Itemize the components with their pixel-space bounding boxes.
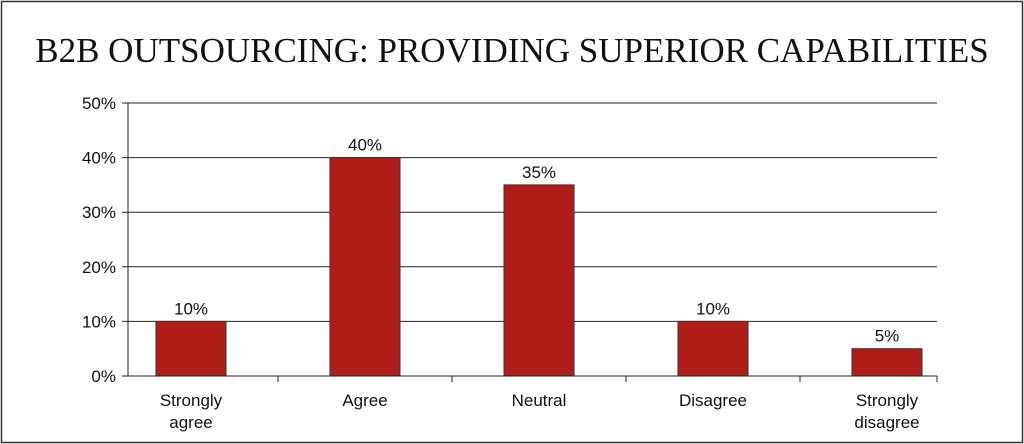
bar	[851, 348, 923, 377]
x-tick-line: agree	[169, 413, 212, 432]
chart-title: B2B OUTSOURCING: PROVIDING SUPERIOR CAPA…	[35, 31, 989, 70]
y-tick-label: 30%	[82, 203, 116, 222]
bar	[329, 157, 401, 377]
bar	[155, 320, 227, 377]
x-tick-label: Neutral	[512, 391, 567, 410]
bar	[677, 320, 749, 377]
y-tick-label: 0%	[91, 367, 116, 386]
x-tick-line: Agree	[342, 391, 387, 410]
data-label: 5%	[875, 327, 900, 346]
x-tick-line: Disagree	[679, 391, 747, 410]
x-tick-label: Strongly agree	[160, 391, 223, 432]
x-tick-line: Strongly	[856, 391, 919, 410]
x-tick-label: Strongly disagree	[854, 391, 919, 432]
y-tick-label: 40%	[82, 149, 116, 168]
data-label: 40%	[348, 136, 382, 155]
x-tick-label: Disagree	[679, 391, 747, 410]
x-tick-line: Strongly	[160, 391, 223, 410]
data-label: 10%	[174, 299, 208, 318]
x-tick-line: Neutral	[512, 391, 567, 410]
bar	[503, 184, 575, 377]
data-label: 10%	[696, 299, 730, 318]
x-tick-line: disagree	[854, 413, 919, 432]
x-tick-label: Agree	[342, 391, 387, 410]
y-tick-label: 50%	[82, 94, 116, 113]
y-tick-label: 20%	[82, 258, 116, 277]
data-label: 35%	[522, 163, 556, 182]
y-tick-label: 10%	[82, 312, 116, 331]
